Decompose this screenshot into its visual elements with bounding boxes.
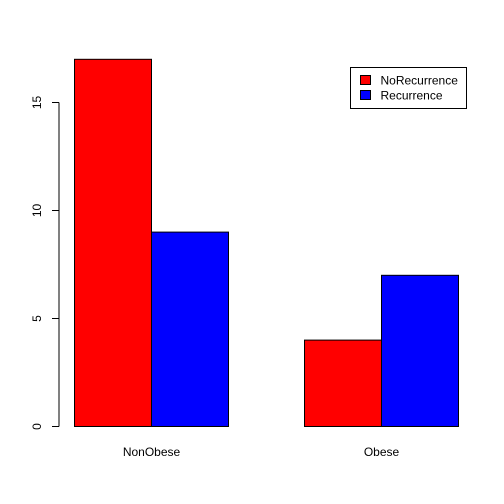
y-tick-label: 5 xyxy=(30,315,44,322)
legend-box xyxy=(350,67,467,109)
bars-layer xyxy=(74,58,459,428)
legend-label-norecurrence: NoRecurrence xyxy=(381,74,459,88)
y-tick-label: 10 xyxy=(30,204,44,218)
legend-label-recurrence: Recurrence xyxy=(381,89,443,103)
legend-swatch-norecurrence xyxy=(360,75,371,85)
bar-recurrence-nonobese xyxy=(151,231,229,427)
y-tick-label: 15 xyxy=(30,96,44,110)
legend-swatch-recurrence xyxy=(360,90,371,100)
bar-norecurrence-obese xyxy=(304,339,382,428)
bar-norecurrence-nonobese xyxy=(74,58,152,428)
y-axis: 0 5 10 15 xyxy=(30,96,60,430)
x-category-label: NonObese xyxy=(123,445,181,459)
x-category-label: Obese xyxy=(364,445,400,459)
bar-recurrence-obese xyxy=(381,274,459,427)
x-axis-labels: NonObese Obese xyxy=(123,445,400,459)
y-tick-label: 0 xyxy=(30,423,44,430)
